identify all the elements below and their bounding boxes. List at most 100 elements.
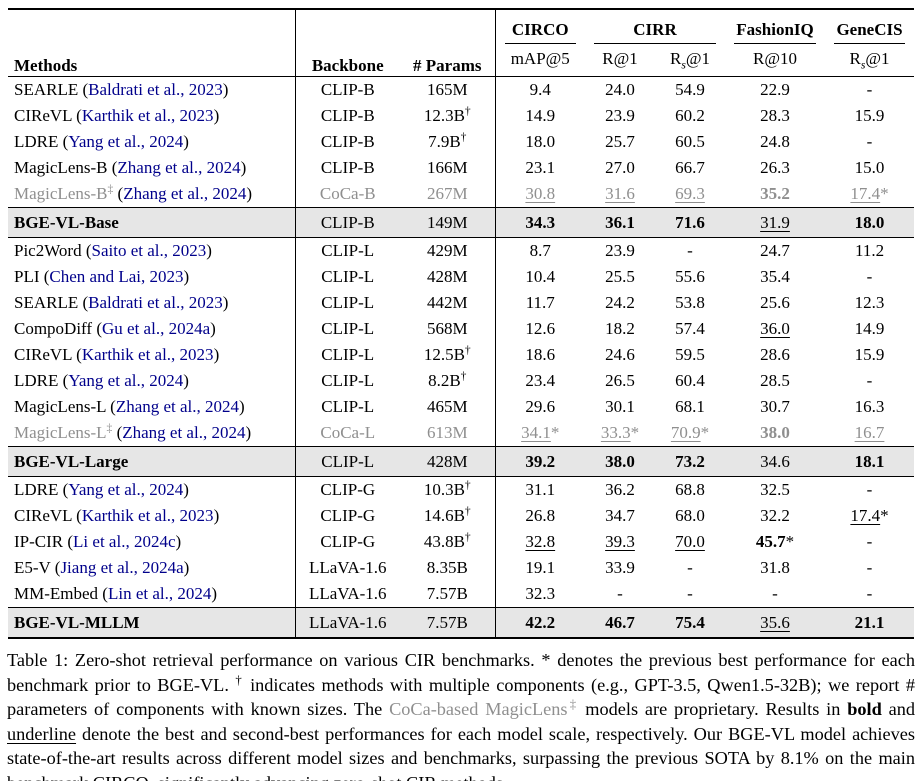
method-cell: BGE-VL-Large: [8, 446, 296, 477]
method-name: SEARLE: [14, 80, 79, 99]
value-cell: 24.7: [725, 238, 825, 265]
method-cell: MagicLens-B‡ (Zhang et al., 2024): [8, 181, 296, 208]
metric-value: 18.0: [525, 132, 556, 151]
method-name: MagicLens-L: [14, 397, 106, 416]
close-paren: ): [175, 532, 182, 551]
metric-value: 35.2: [760, 184, 790, 203]
close-paren: ): [246, 184, 253, 203]
citation-link[interactable]: Yang et al., 2024: [68, 480, 184, 499]
caption-segment: Table 1: Zero-shot retrieval performance…: [7, 650, 915, 695]
open-paren: (: [63, 532, 74, 551]
citation-link[interactable]: Yang et al., 2024: [68, 371, 184, 390]
method-cell: LDRE (Yang et al., 2024): [8, 368, 296, 394]
method-cell: CIReVL (Karthik et al., 2023): [8, 103, 296, 129]
method-cell: LDRE (Yang et al., 2024): [8, 476, 296, 503]
method-cell: MagicLens-L‡ (Zhang et al., 2024): [8, 420, 296, 447]
value-cell: 60.4: [655, 368, 725, 394]
citation-link[interactable]: Zhang et al., 2024: [117, 158, 241, 177]
value-cell: 14.9: [495, 103, 585, 129]
table-header: Methods Backbone # Params CIRCO CIRR FashionI…: [8, 9, 915, 77]
value-cell: 59.5: [655, 342, 725, 368]
value-cell: 25.5: [585, 264, 655, 290]
value-cell: 31.9: [725, 208, 825, 238]
metric-value: 25.5: [605, 267, 635, 286]
col-header-params: # Params: [400, 9, 496, 77]
value-cell: 12.6: [495, 316, 585, 342]
value-cell: 31.6: [585, 181, 655, 208]
metric-header: mAP@5: [495, 44, 585, 77]
table-section: Pic2Word (Saito et al., 2023) CLIP-L 429M 8…: [8, 237, 914, 447]
backbone-cell: CLIP-G: [320, 532, 376, 551]
benchmark-group-label: CIRR: [594, 19, 717, 44]
close-paren: ): [245, 423, 252, 442]
backbone-cell: CLIP-B: [320, 158, 375, 177]
metric-value: 70.0: [675, 532, 705, 551]
params-value: 8.35B: [426, 558, 468, 577]
params-value: 12.5B: [423, 345, 465, 364]
citation-link[interactable]: Saito et al., 2023: [91, 241, 207, 260]
metric-value: 17.4: [850, 506, 881, 525]
close-paren: ): [240, 158, 247, 177]
value-cell: 18.0: [825, 208, 914, 238]
citation-link[interactable]: Gu et al., 2024a: [102, 319, 211, 338]
method-name: LDRE: [14, 371, 59, 390]
metric-value: 39.2: [525, 452, 556, 471]
metric-value: 54.9: [675, 80, 705, 99]
metric-value: 33.9: [605, 558, 635, 577]
metric-value: 24.0: [605, 80, 635, 99]
citation-link[interactable]: Jiang et al., 2024a: [60, 558, 184, 577]
metric-value: 38.0: [605, 452, 635, 471]
value-cell: 32.8: [495, 529, 585, 555]
citation-link[interactable]: Baldrati et al., 2023: [88, 293, 223, 312]
metric-value: 16.3: [854, 397, 885, 416]
params-value: 428M: [426, 267, 468, 286]
col-header-backbone: Backbone: [311, 56, 384, 75]
citation-link[interactable]: Karthik et al., 2023: [81, 345, 214, 364]
metric-value: 25.7: [605, 132, 635, 151]
citation-link[interactable]: Li et al., 2024c: [73, 532, 176, 551]
metric-value: 8.7: [529, 241, 551, 260]
value-cell: 35.2: [725, 181, 825, 208]
dagger-superscript: †: [464, 504, 471, 518]
double-dagger-superscript: ‡: [106, 421, 113, 435]
backbone-cell: CLIP-L: [321, 319, 375, 338]
caption-segment: ‡: [567, 696, 579, 711]
value-cell: 17.4*: [825, 181, 914, 208]
metric-value: 68.8: [675, 480, 705, 499]
value-cell: 19.1: [495, 555, 585, 581]
value-cell: 10.4: [495, 264, 585, 290]
metric-value: 34.7: [605, 506, 635, 525]
table-section: LDRE (Yang et al., 2024) CLIP-G 10.3B† 31.1…: [8, 476, 914, 608]
value-cell: -: [825, 529, 914, 555]
params-cell: 7.9B†: [400, 129, 496, 155]
citation-link[interactable]: Zhang et al., 2024: [122, 423, 246, 442]
metric-value: 11.7: [525, 293, 555, 312]
citation-link[interactable]: Zhang et al., 2024: [123, 184, 247, 203]
table-row: LDRE (Yang et al., 2024) CLIP-B 7.9B† 18.0 2…: [8, 129, 914, 155]
metric-value: 31.9: [760, 213, 790, 232]
metric-value: 35.6: [760, 613, 790, 632]
backbone-cell: LLaVA-1.6: [308, 584, 387, 603]
params-value: 428M: [426, 452, 468, 471]
value-cell: 32.3: [495, 581, 585, 608]
metric-value: 18.1: [854, 452, 885, 471]
metric-text: R@1: [602, 48, 638, 68]
citation-link[interactable]: Yang et al., 2024: [68, 132, 184, 151]
value-cell: 34.6: [725, 447, 825, 477]
value-cell: 39.3: [585, 529, 655, 555]
method-cell: PLI (Chen and Lai, 2023): [8, 264, 296, 290]
citation-link[interactable]: Zhang et al., 2024: [115, 397, 240, 416]
metric-value: 66.7: [675, 158, 705, 177]
citation-link[interactable]: Karthik et al., 2023: [81, 106, 214, 125]
citation-link[interactable]: Chen and Lai, 2023: [49, 267, 184, 286]
asterisk-mark: *: [550, 423, 560, 442]
value-cell: 75.4: [655, 608, 725, 639]
params-cell: 568M: [400, 316, 496, 342]
citation-link[interactable]: Lin et al., 2024: [107, 584, 212, 603]
method-cell: BGE-VL-MLLM: [8, 607, 296, 638]
params-value: 166M: [426, 158, 468, 177]
citation-link[interactable]: Baldrati et al., 2023: [88, 80, 223, 99]
metric-value: 35.4: [760, 267, 790, 286]
value-cell: 25.7: [585, 129, 655, 155]
citation-link[interactable]: Karthik et al., 2023: [81, 506, 214, 525]
